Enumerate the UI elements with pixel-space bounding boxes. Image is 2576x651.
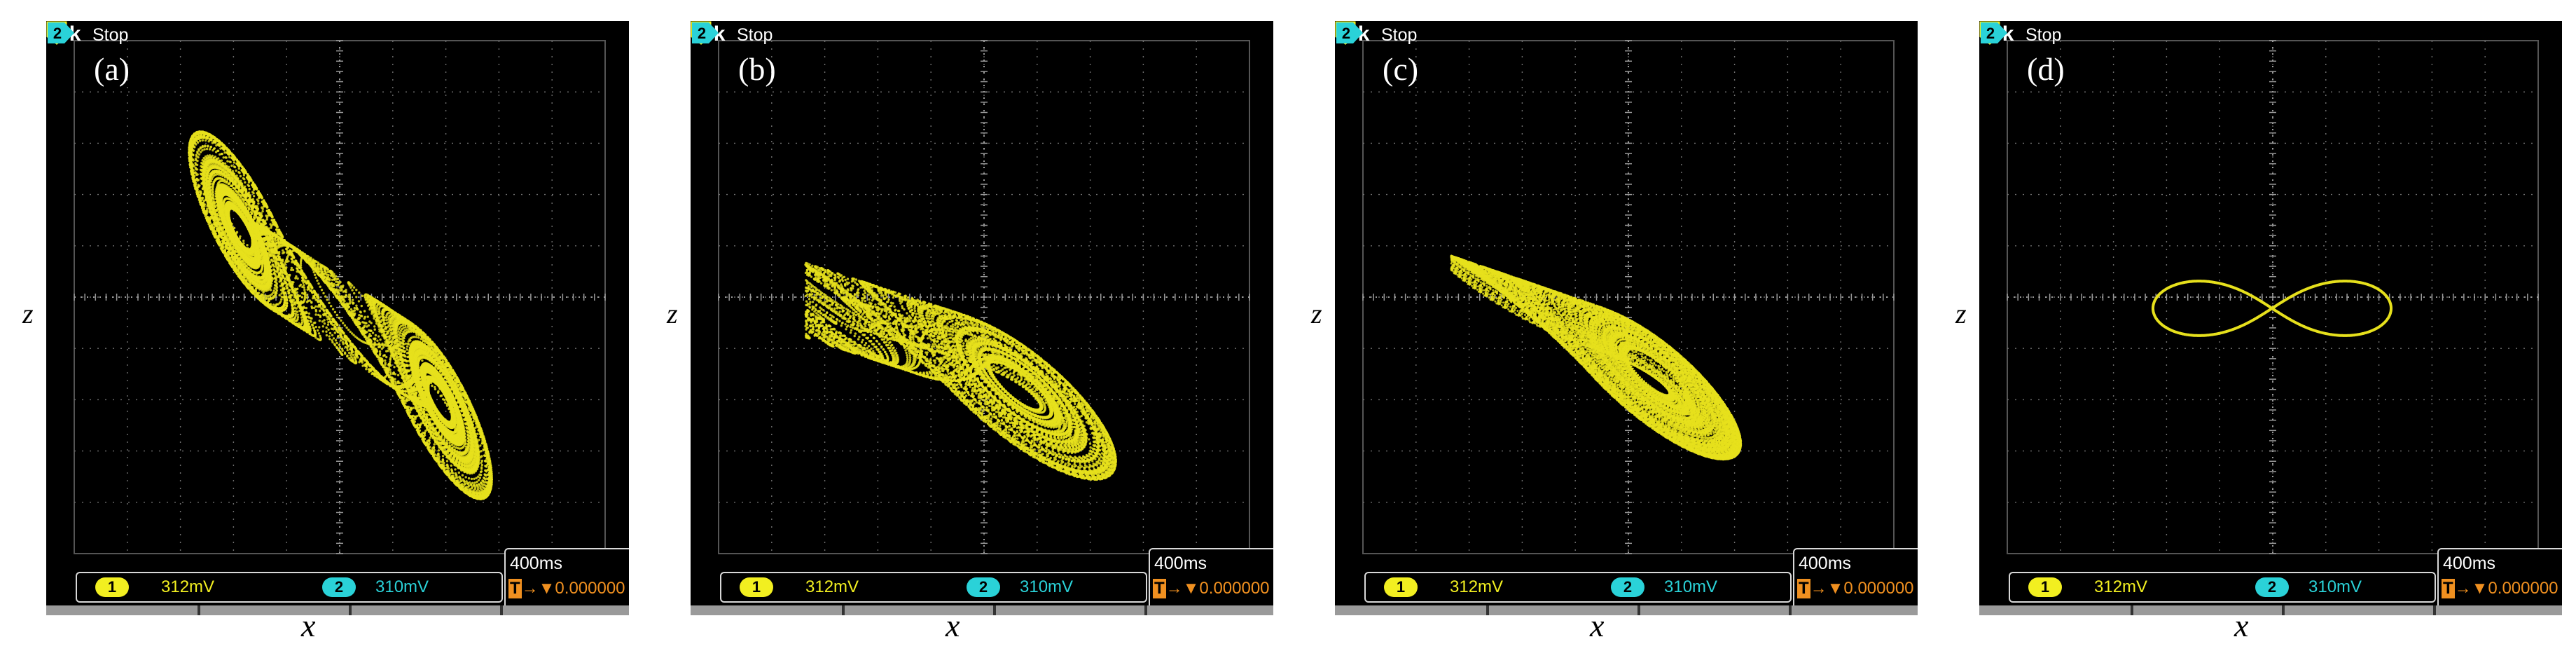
trigger-readout: T→▼0.000000: [1153, 579, 1270, 598]
graticule: [1362, 40, 1895, 554]
x-axis-label: x: [946, 607, 960, 644]
oscilloscope-screen: Tek Stop 1 (a) 2 1 312mV 2 310mV 400ms T…: [46, 21, 629, 615]
timebase-value: 400ms: [2443, 554, 2495, 574]
ch1-badge[interactable]: 1: [1384, 577, 1418, 597]
trigger-icon: T: [1797, 579, 1810, 598]
acquisition-status: Stop: [737, 25, 773, 46]
softkey-divider: [1486, 605, 1489, 615]
softkey-divider: [1144, 605, 1147, 615]
oscilloscope-screen: Tek Stop 1 (d) 2 1 312mV 2 310mV 400ms T…: [1979, 21, 2562, 615]
xy-trace: [2152, 280, 2393, 337]
softkey-divider: [500, 605, 503, 615]
ch2-ground-marker-icon[interactable]: 2: [1335, 21, 1364, 45]
panel-label: (c): [1383, 50, 1418, 88]
ch2-scale: 310mV: [1020, 577, 1073, 597]
oscilloscope-panel-c: Tek Stop 1 (c) 2 1 312mV 2 310mV 400ms T…: [1335, 21, 1918, 615]
channel-readout-bar: 1 312mV 2 310mV: [76, 572, 503, 603]
ch1-badge[interactable]: 1: [740, 577, 773, 597]
trigger-readout: T→▼0.000000: [2442, 579, 2558, 598]
graticule: [74, 40, 606, 554]
acquisition-status: Stop: [1381, 25, 1417, 46]
acquisition-status: Stop: [2026, 25, 2061, 46]
timebase-value: 400ms: [1799, 554, 1851, 574]
x-axis-label: x: [301, 607, 315, 644]
panel-label: (a): [94, 50, 130, 88]
graticule: [718, 40, 1250, 554]
softkey-divider: [993, 605, 996, 615]
panel-label: (b): [738, 50, 776, 88]
y-axis-label: z: [667, 297, 678, 330]
ch2-badge[interactable]: 2: [2255, 577, 2289, 597]
trigger-readout: T→▼0.000000: [1797, 579, 1914, 598]
y-axis-label: z: [1311, 297, 1322, 330]
timebase-readout[interactable]: 400ms T→▼0.000000: [504, 548, 629, 612]
oscilloscope-panel-d: Tek Stop 1 (d) 2 1 312mV 2 310mV 400ms T…: [1979, 21, 2562, 615]
ch1-scale: 312mV: [1450, 577, 1503, 597]
softkey-divider: [1637, 605, 1640, 615]
trigger-offset: →▼0.000000: [1166, 579, 1270, 598]
trace-curve: [2152, 280, 2393, 337]
timebase-value: 400ms: [510, 554, 562, 574]
ch1-scale: 312mV: [161, 577, 214, 597]
ch1-scale: 312mV: [2094, 577, 2147, 597]
softkey-divider: [842, 605, 845, 615]
ch2-badge[interactable]: 2: [322, 577, 356, 597]
channel-readout-bar: 1 312mV 2 310mV: [720, 572, 1147, 603]
x-axis-label: x: [1590, 607, 1604, 644]
softkey-strip: [1335, 605, 1918, 615]
ch2-scale: 310mV: [2308, 577, 2362, 597]
timebase-readout[interactable]: 400ms T→▼0.000000: [1149, 548, 1273, 612]
ch1-scale: 312mV: [805, 577, 859, 597]
softkey-strip: [691, 605, 1273, 615]
oscilloscope-panel-a: Tek Stop 1 (a) 2 1 312mV 2 310mV 400ms T…: [46, 21, 629, 615]
trigger-offset: →▼0.000000: [2455, 579, 2558, 598]
ch2-marker-label: 2: [1342, 25, 1350, 42]
graticule: [2007, 40, 2539, 554]
trigger-readout: T→▼0.000000: [508, 579, 625, 598]
softkey-divider: [1789, 605, 1792, 615]
trigger-offset: →▼0.000000: [1810, 579, 1914, 598]
oscilloscope-panel-b: Tek Stop 1 (b) 2 1 312mV 2 310mV 400ms T…: [691, 21, 1273, 615]
oscilloscope-screen: Tek Stop 1 (b) 2 1 312mV 2 310mV 400ms T…: [691, 21, 1273, 615]
acquisition-status: Stop: [92, 25, 128, 46]
panel-label: (d): [2027, 50, 2065, 88]
timebase-value: 400ms: [1154, 554, 1207, 574]
softkey-divider: [349, 605, 352, 615]
xy-trace: [1450, 254, 1743, 461]
channel-readout-bar: 1 312mV 2 310mV: [2009, 572, 2436, 603]
timebase-readout[interactable]: 400ms T→▼0.000000: [2437, 548, 2562, 612]
ch1-badge[interactable]: 1: [95, 577, 129, 597]
xy-trace: [804, 261, 1117, 481]
ch2-ground-marker-icon[interactable]: 2: [691, 21, 720, 45]
ch2-ground-marker-icon[interactable]: 2: [1979, 21, 2009, 45]
timebase-readout[interactable]: 400ms T→▼0.000000: [1793, 548, 1918, 612]
ch2-marker-label: 2: [53, 25, 62, 42]
softkey-strip: [1979, 605, 2562, 615]
xy-trace: [188, 130, 493, 500]
ch2-badge[interactable]: 2: [967, 577, 1000, 597]
ch2-marker-label: 2: [1986, 25, 1995, 42]
softkey-divider: [198, 605, 200, 615]
trigger-icon: T: [508, 579, 522, 598]
oscilloscope-screen: Tek Stop 1 (c) 2 1 312mV 2 310mV 400ms T…: [1335, 21, 1918, 615]
channel-readout-bar: 1 312mV 2 310mV: [1364, 572, 1792, 603]
trigger-offset: →▼0.000000: [522, 579, 625, 598]
ch2-scale: 310mV: [1664, 577, 1717, 597]
trigger-icon: T: [1153, 579, 1166, 598]
ch2-marker-label: 2: [698, 25, 706, 42]
softkey-divider: [2131, 605, 2133, 615]
softkey-strip: [46, 605, 629, 615]
trigger-icon: T: [2442, 579, 2455, 598]
softkey-divider: [2282, 605, 2285, 615]
ch2-ground-marker-icon[interactable]: 2: [46, 21, 76, 45]
y-axis-label: z: [22, 297, 34, 330]
softkey-divider: [2433, 605, 2436, 615]
ch2-scale: 310mV: [375, 577, 429, 597]
x-axis-label: x: [2234, 607, 2248, 644]
y-axis-label: z: [1955, 297, 1967, 330]
ch2-badge[interactable]: 2: [1611, 577, 1644, 597]
ch1-badge[interactable]: 1: [2028, 577, 2062, 597]
